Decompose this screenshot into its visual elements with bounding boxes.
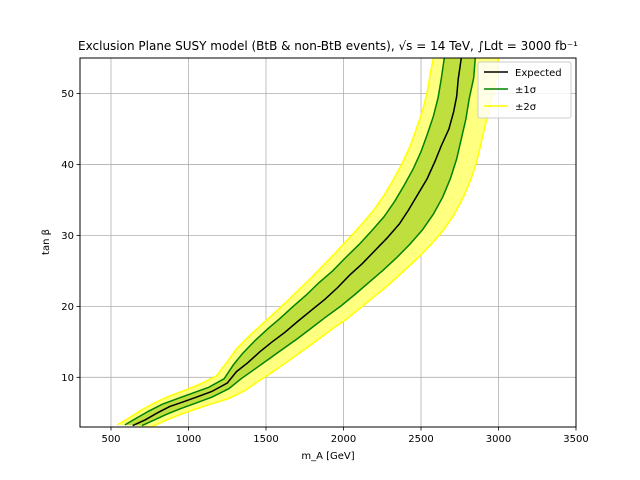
y-tick-label: 30: [61, 231, 74, 242]
legend-label-expected: Expected: [515, 68, 562, 79]
y-tick-label: 40: [61, 160, 74, 171]
x-tick-label: 2000: [331, 434, 356, 445]
bands: [116, 58, 500, 427]
y-axis-label: tan β: [41, 229, 52, 255]
chart-title: Exclusion Plane SUSY model (BtB & non-Bt…: [78, 39, 578, 53]
x-tick-label: 2500: [408, 434, 433, 445]
x-tick-label: 1000: [176, 434, 201, 445]
x-tick-label: 3000: [486, 434, 511, 445]
grid-lines: [80, 58, 577, 427]
y-tick-label: 50: [61, 89, 74, 100]
legend-label-1sigma: ±1σ: [515, 85, 537, 96]
band-2sigma-upper-edge: [116, 58, 435, 426]
x-tick-label: 3500: [563, 434, 588, 445]
legend-box: [477, 61, 572, 119]
y-tick-label: 20: [61, 302, 74, 313]
y-tick-label: 10: [61, 373, 74, 384]
x-tick-label: 1500: [253, 434, 278, 445]
x-tick-label: 500: [101, 434, 120, 445]
legend: Expected ±1σ ±2σ: [477, 61, 572, 119]
x-axis-label: m_A [GeV]: [301, 451, 354, 462]
legend-label-2sigma: ±2σ: [515, 102, 537, 113]
plot-frame: [79, 57, 577, 428]
band-1sigma-upper-edge: [124, 58, 446, 426]
band-1sigma-fill: [124, 58, 476, 426]
axis-ticks: 500 1000 1500 2000 2500 3000 3500 10 20 30 40 50: [61, 89, 588, 445]
series-lines: [132, 58, 463, 427]
band-2sigma-lower-edge: [150, 58, 500, 427]
expected-line: [132, 58, 463, 427]
band-1sigma-lower-edge: [141, 58, 477, 427]
